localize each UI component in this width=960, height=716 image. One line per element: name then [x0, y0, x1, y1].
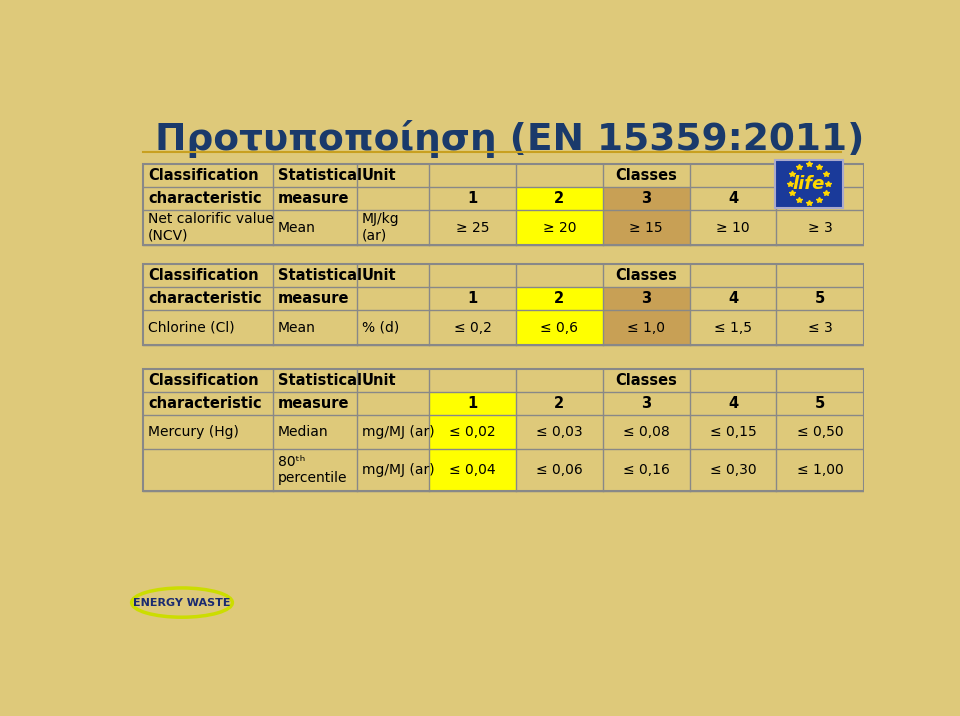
Bar: [603, 287, 689, 310]
Bar: [429, 392, 516, 415]
Text: 3: 3: [641, 191, 651, 205]
Text: ENERGY WASTE: ENERGY WASTE: [133, 598, 230, 608]
Text: ≥ 10: ≥ 10: [716, 221, 750, 235]
Text: 3: 3: [641, 397, 651, 412]
Text: 2: 2: [554, 397, 564, 412]
Text: measure: measure: [278, 291, 349, 306]
Bar: [775, 160, 843, 208]
Text: ≤ 0,6: ≤ 0,6: [540, 321, 579, 334]
Text: ≤ 0,15: ≤ 0,15: [709, 425, 756, 440]
Text: Unit: Unit: [362, 373, 396, 388]
Bar: [429, 415, 516, 450]
Text: Classification: Classification: [148, 373, 258, 388]
Text: life: life: [793, 175, 826, 193]
Text: ≤ 0,03: ≤ 0,03: [536, 425, 583, 440]
Text: ≥ 3: ≥ 3: [807, 221, 832, 235]
Text: measure: measure: [278, 397, 349, 412]
Text: 1: 1: [468, 397, 478, 412]
Text: ≤ 0,2: ≤ 0,2: [454, 321, 492, 334]
Text: Classification: Classification: [148, 268, 258, 283]
Text: Mean: Mean: [278, 321, 316, 334]
Text: ≥ 15: ≥ 15: [630, 221, 663, 235]
Text: Classes: Classes: [615, 168, 678, 183]
Text: 2: 2: [554, 191, 564, 205]
Text: Statistical: Statistical: [278, 373, 362, 388]
Text: 5: 5: [815, 291, 826, 306]
Text: ≤ 0,02: ≤ 0,02: [449, 425, 496, 440]
Text: 80ᵗʰ
percentile: 80ᵗʰ percentile: [278, 455, 348, 485]
Text: ≤ 1,00: ≤ 1,00: [797, 463, 844, 477]
Text: 5: 5: [815, 191, 826, 205]
Bar: [516, 310, 603, 345]
Text: MJ/kg
(ar): MJ/kg (ar): [362, 213, 399, 243]
Text: Chlorine (Cl): Chlorine (Cl): [148, 321, 234, 334]
Text: Mean: Mean: [278, 221, 316, 235]
Text: 5: 5: [815, 397, 826, 412]
Text: ≥ 20: ≥ 20: [542, 221, 576, 235]
Text: measure: measure: [278, 191, 349, 205]
Bar: [603, 310, 689, 345]
Bar: [143, 164, 864, 246]
Text: mg/MJ (ar): mg/MJ (ar): [362, 463, 435, 477]
Text: 4: 4: [728, 291, 738, 306]
Text: characteristic: characteristic: [148, 397, 261, 412]
Text: Net calorific value
(NCV): Net calorific value (NCV): [148, 213, 274, 243]
Text: Classes: Classes: [615, 373, 678, 388]
Bar: [429, 450, 516, 491]
Text: ≤ 1,5: ≤ 1,5: [714, 321, 752, 334]
Text: % (d): % (d): [362, 321, 399, 334]
Text: characteristic: characteristic: [148, 191, 261, 205]
Text: ≥ 25: ≥ 25: [456, 221, 490, 235]
Text: Statistical: Statistical: [278, 168, 362, 183]
Text: Classes: Classes: [615, 268, 678, 283]
Text: ≤ 3: ≤ 3: [807, 321, 832, 334]
Text: ≤ 1,0: ≤ 1,0: [627, 321, 665, 334]
Text: ≤ 0,04: ≤ 0,04: [449, 463, 496, 477]
Bar: [516, 187, 603, 210]
Text: ≤ 0,08: ≤ 0,08: [623, 425, 670, 440]
Text: Unit: Unit: [362, 168, 396, 183]
Text: mg/MJ (ar): mg/MJ (ar): [362, 425, 435, 440]
Bar: [143, 369, 864, 491]
Text: Προτυποποίηση (EN 15359:2011): Προτυποποίηση (EN 15359:2011): [155, 120, 864, 158]
Bar: [603, 187, 689, 210]
Text: ≤ 0,50: ≤ 0,50: [797, 425, 844, 440]
Text: ≤ 0,30: ≤ 0,30: [709, 463, 756, 477]
Text: ≤ 0,16: ≤ 0,16: [623, 463, 670, 477]
Text: 3: 3: [641, 291, 651, 306]
Text: 1: 1: [468, 291, 478, 306]
Text: Unit: Unit: [362, 268, 396, 283]
Text: 1: 1: [468, 191, 478, 205]
Text: 2: 2: [554, 291, 564, 306]
Text: Median: Median: [278, 425, 328, 440]
Bar: [516, 210, 603, 246]
Text: Statistical: Statistical: [278, 268, 362, 283]
Text: 4: 4: [728, 397, 738, 412]
Text: Mercury (Hg): Mercury (Hg): [148, 425, 239, 440]
Bar: [603, 210, 689, 246]
Text: ≤ 0,06: ≤ 0,06: [536, 463, 583, 477]
Bar: [516, 287, 603, 310]
Bar: [143, 263, 864, 345]
Text: characteristic: characteristic: [148, 291, 261, 306]
Text: 4: 4: [728, 191, 738, 205]
Text: Classification: Classification: [148, 168, 258, 183]
